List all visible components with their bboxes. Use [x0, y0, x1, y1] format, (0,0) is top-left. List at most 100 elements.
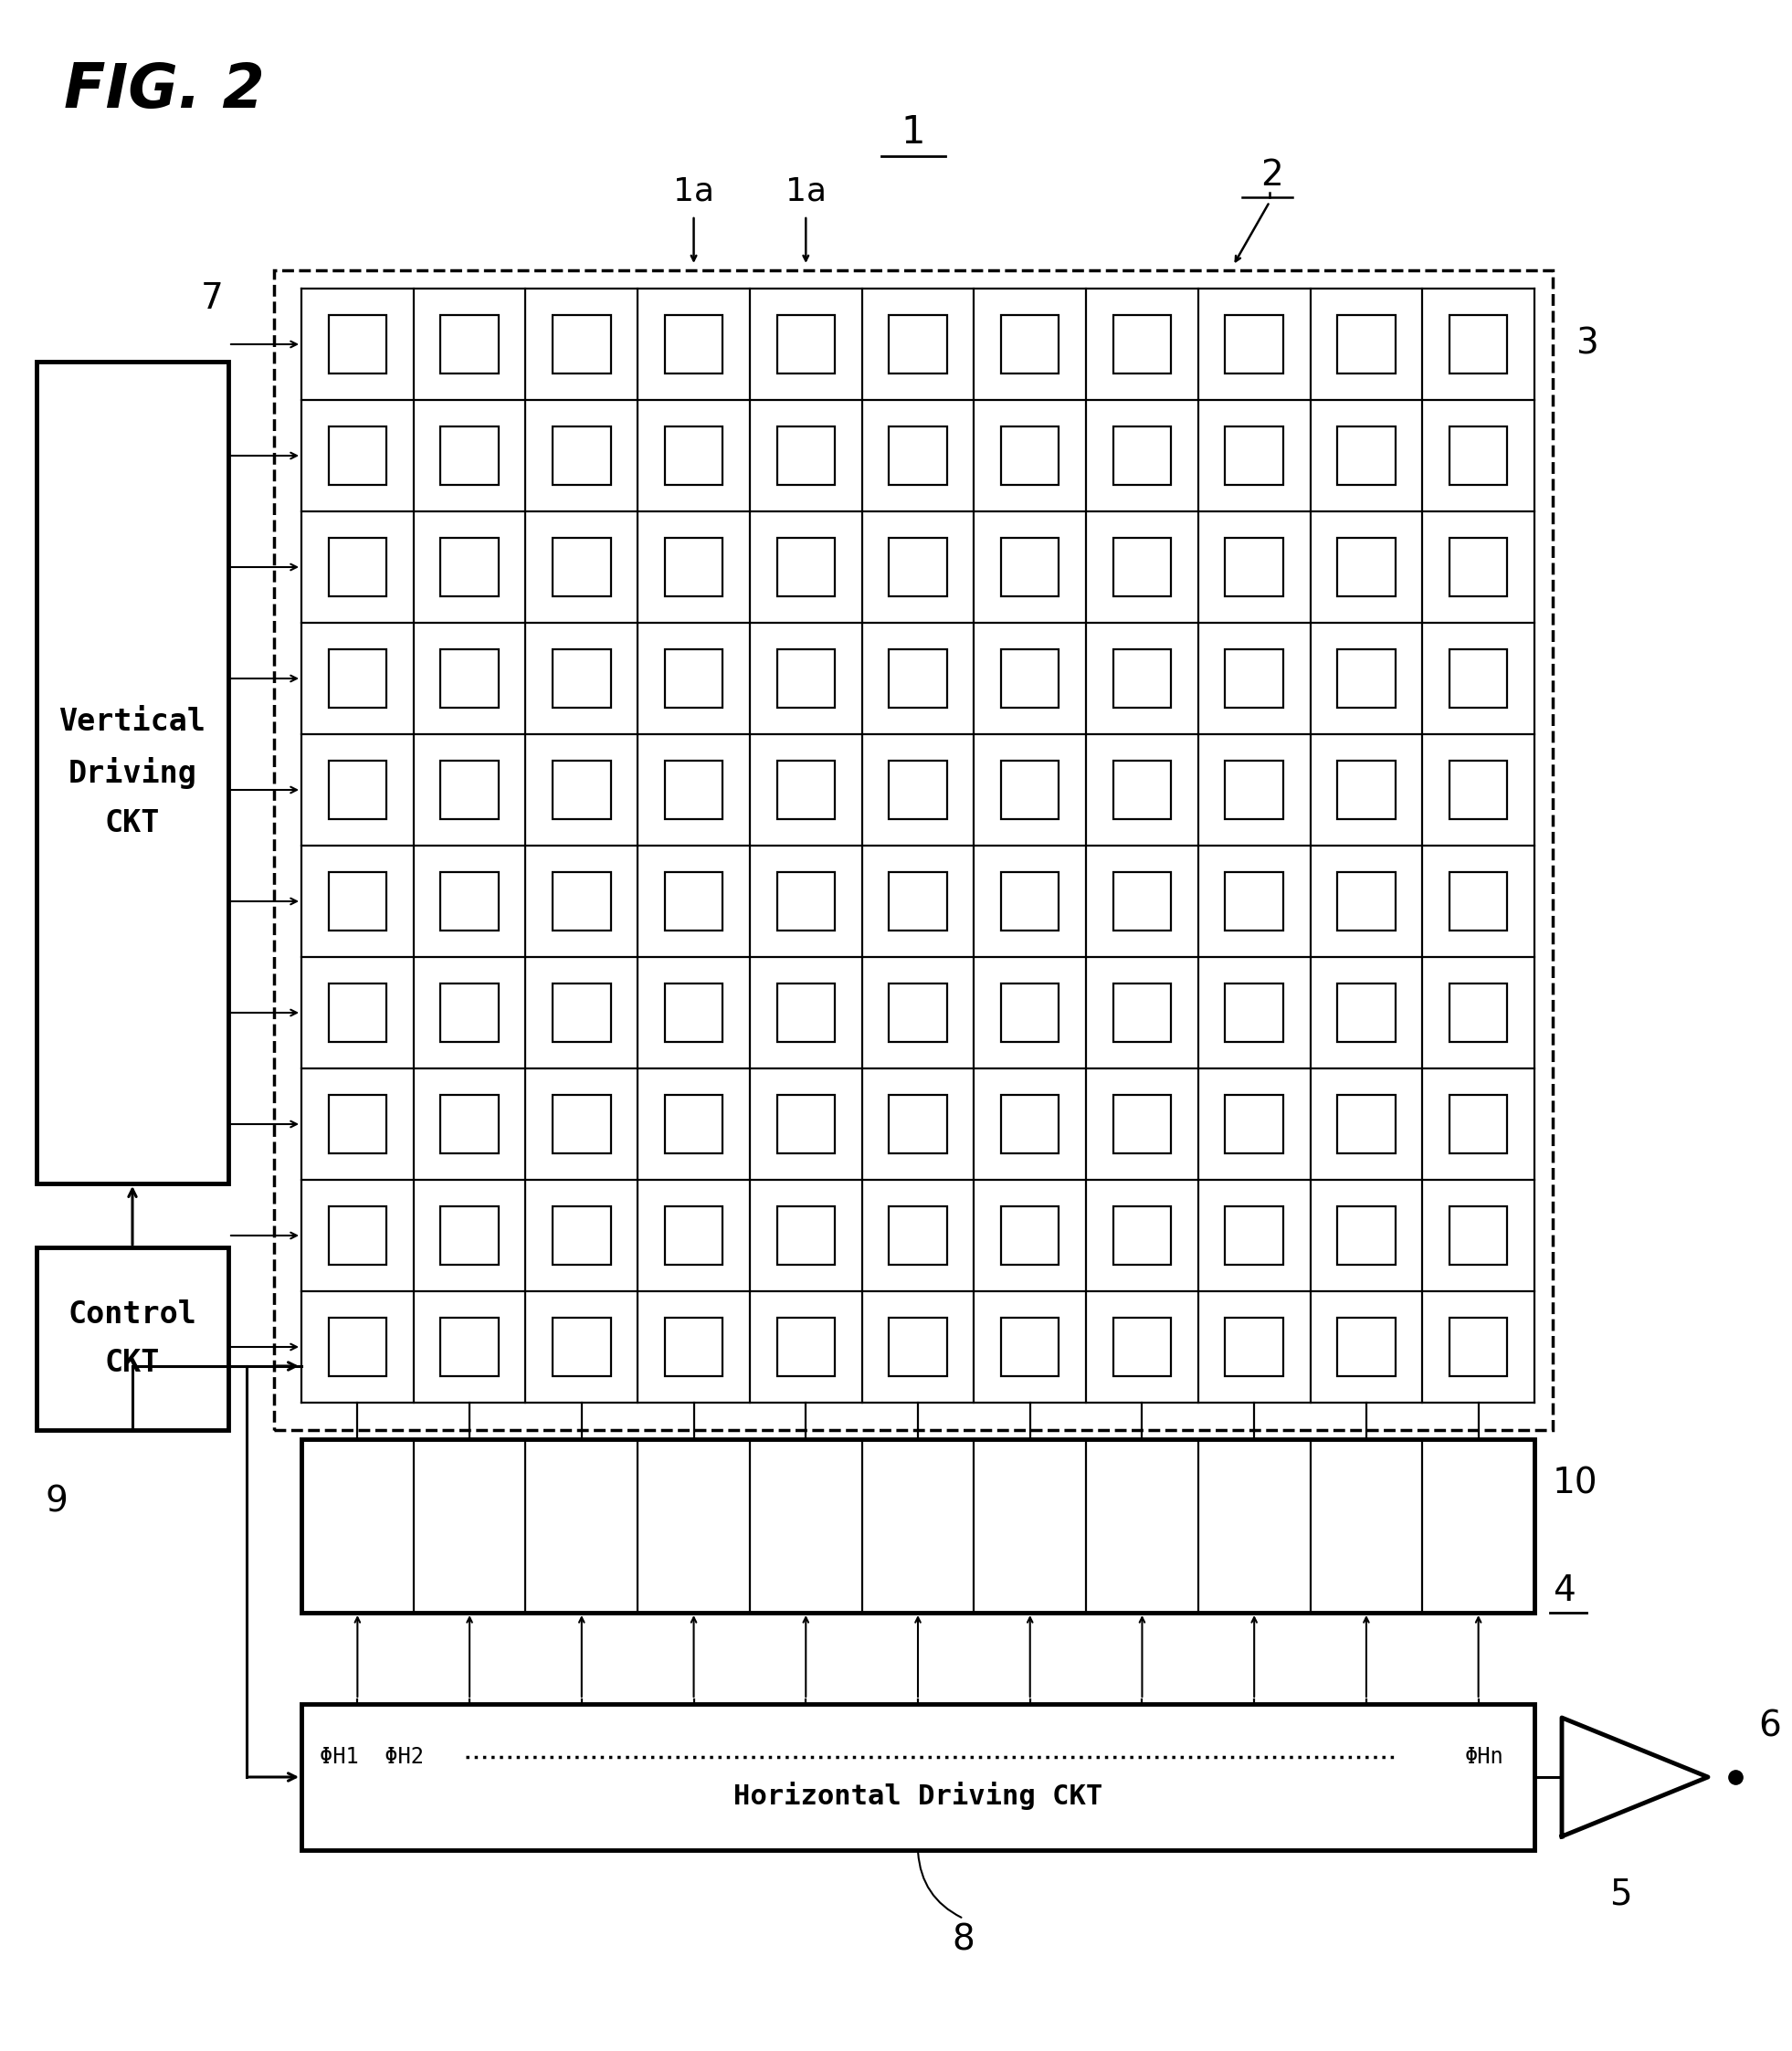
FancyBboxPatch shape	[1002, 1206, 1059, 1265]
FancyBboxPatch shape	[328, 316, 387, 373]
FancyBboxPatch shape	[665, 761, 722, 818]
FancyBboxPatch shape	[441, 650, 498, 708]
FancyBboxPatch shape	[1113, 1206, 1172, 1265]
Text: Control
CKT: Control CKT	[68, 1298, 197, 1378]
FancyBboxPatch shape	[1450, 1206, 1507, 1265]
FancyBboxPatch shape	[36, 1247, 228, 1430]
Text: 2: 2	[1260, 158, 1283, 193]
FancyBboxPatch shape	[328, 1319, 387, 1376]
Text: 5: 5	[1609, 1877, 1631, 1912]
FancyBboxPatch shape	[665, 1095, 722, 1153]
FancyBboxPatch shape	[441, 1319, 498, 1376]
FancyBboxPatch shape	[778, 316, 835, 373]
FancyBboxPatch shape	[1113, 1319, 1172, 1376]
FancyBboxPatch shape	[665, 427, 722, 484]
FancyBboxPatch shape	[552, 427, 611, 484]
FancyBboxPatch shape	[1113, 872, 1172, 931]
FancyBboxPatch shape	[328, 1095, 387, 1153]
FancyBboxPatch shape	[1337, 316, 1396, 373]
FancyBboxPatch shape	[552, 1095, 611, 1153]
FancyBboxPatch shape	[778, 872, 835, 931]
FancyBboxPatch shape	[1002, 316, 1059, 373]
FancyBboxPatch shape	[665, 1319, 722, 1376]
Text: 1a: 1a	[785, 174, 826, 207]
FancyBboxPatch shape	[1450, 984, 1507, 1042]
FancyBboxPatch shape	[1226, 761, 1283, 818]
FancyBboxPatch shape	[778, 1206, 835, 1265]
FancyBboxPatch shape	[441, 537, 498, 597]
FancyBboxPatch shape	[665, 537, 722, 597]
FancyBboxPatch shape	[441, 1206, 498, 1265]
FancyBboxPatch shape	[1002, 650, 1059, 708]
FancyBboxPatch shape	[889, 1206, 946, 1265]
FancyBboxPatch shape	[665, 316, 722, 373]
FancyBboxPatch shape	[552, 984, 611, 1042]
FancyBboxPatch shape	[441, 761, 498, 818]
FancyBboxPatch shape	[778, 650, 835, 708]
FancyBboxPatch shape	[301, 1704, 1534, 1850]
Text: ΦH1  ΦH2: ΦH1 ΦH2	[319, 1745, 423, 1768]
FancyBboxPatch shape	[1450, 650, 1507, 708]
FancyBboxPatch shape	[328, 761, 387, 818]
FancyBboxPatch shape	[1337, 1095, 1396, 1153]
FancyBboxPatch shape	[1002, 537, 1059, 597]
FancyBboxPatch shape	[328, 1206, 387, 1265]
FancyBboxPatch shape	[1450, 316, 1507, 373]
FancyBboxPatch shape	[328, 872, 387, 931]
FancyBboxPatch shape	[552, 872, 611, 931]
FancyBboxPatch shape	[1226, 427, 1283, 484]
FancyBboxPatch shape	[36, 361, 228, 1183]
FancyBboxPatch shape	[1450, 537, 1507, 597]
FancyBboxPatch shape	[889, 984, 946, 1042]
FancyBboxPatch shape	[1337, 1206, 1396, 1265]
FancyBboxPatch shape	[1226, 316, 1283, 373]
FancyBboxPatch shape	[441, 316, 498, 373]
FancyBboxPatch shape	[441, 984, 498, 1042]
FancyBboxPatch shape	[1226, 872, 1283, 931]
FancyBboxPatch shape	[1337, 1319, 1396, 1376]
FancyBboxPatch shape	[1226, 984, 1283, 1042]
FancyBboxPatch shape	[1113, 761, 1172, 818]
FancyBboxPatch shape	[552, 1319, 611, 1376]
FancyBboxPatch shape	[778, 761, 835, 818]
FancyBboxPatch shape	[1450, 761, 1507, 818]
FancyBboxPatch shape	[1337, 650, 1396, 708]
FancyBboxPatch shape	[1002, 427, 1059, 484]
FancyBboxPatch shape	[1002, 1319, 1059, 1376]
FancyBboxPatch shape	[778, 1319, 835, 1376]
FancyBboxPatch shape	[328, 984, 387, 1042]
FancyBboxPatch shape	[1226, 537, 1283, 597]
FancyBboxPatch shape	[665, 650, 722, 708]
Text: Horizontal Driving CKT: Horizontal Driving CKT	[733, 1780, 1102, 1809]
FancyBboxPatch shape	[889, 1319, 946, 1376]
FancyBboxPatch shape	[552, 761, 611, 818]
Polygon shape	[1563, 1717, 1708, 1836]
FancyBboxPatch shape	[1002, 761, 1059, 818]
FancyBboxPatch shape	[441, 872, 498, 931]
FancyBboxPatch shape	[1337, 537, 1396, 597]
FancyBboxPatch shape	[1226, 650, 1283, 708]
Text: 6: 6	[1758, 1708, 1781, 1743]
Text: FIG. 2: FIG. 2	[65, 59, 265, 121]
Text: ΦHn: ΦHn	[1464, 1745, 1503, 1768]
FancyBboxPatch shape	[889, 761, 946, 818]
Text: 4: 4	[1552, 1573, 1575, 1608]
FancyBboxPatch shape	[665, 984, 722, 1042]
FancyBboxPatch shape	[1450, 427, 1507, 484]
FancyBboxPatch shape	[301, 1440, 1534, 1612]
FancyBboxPatch shape	[889, 427, 946, 484]
FancyBboxPatch shape	[1002, 872, 1059, 931]
Text: 1a: 1a	[674, 174, 715, 207]
FancyBboxPatch shape	[1226, 1095, 1283, 1153]
FancyBboxPatch shape	[778, 427, 835, 484]
FancyBboxPatch shape	[441, 1095, 498, 1153]
FancyBboxPatch shape	[328, 650, 387, 708]
FancyBboxPatch shape	[889, 1095, 946, 1153]
FancyBboxPatch shape	[778, 537, 835, 597]
FancyBboxPatch shape	[552, 316, 611, 373]
Text: 8: 8	[952, 1924, 975, 1959]
FancyBboxPatch shape	[1337, 984, 1396, 1042]
Text: 7: 7	[201, 281, 224, 316]
FancyBboxPatch shape	[1226, 1206, 1283, 1265]
FancyBboxPatch shape	[778, 984, 835, 1042]
